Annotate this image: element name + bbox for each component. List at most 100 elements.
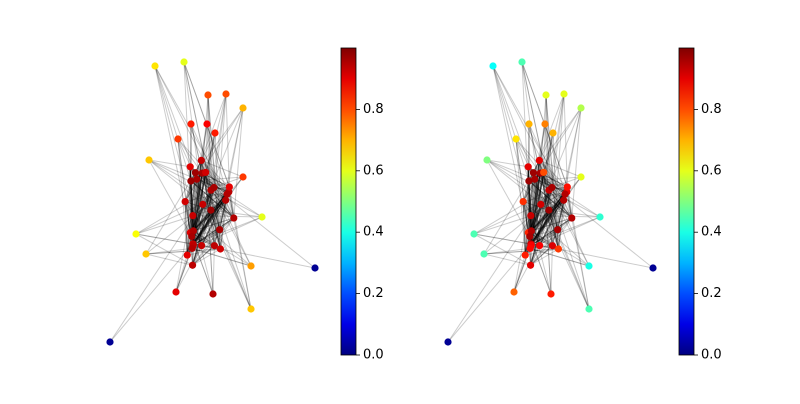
colorbar — [341, 48, 356, 355]
panel: 0.0 0.2 0.4 0.6 0.8 — [444, 48, 721, 363]
node — [230, 214, 237, 221]
node — [311, 264, 318, 271]
node — [187, 120, 194, 127]
node — [525, 177, 532, 184]
colorbar-tick-label: 0.2 — [363, 286, 384, 301]
node — [577, 104, 584, 111]
node — [172, 288, 179, 295]
node — [560, 90, 567, 97]
node — [210, 184, 217, 191]
node — [258, 213, 265, 220]
node — [198, 157, 205, 164]
node — [537, 201, 544, 208]
node — [226, 183, 233, 190]
node — [480, 250, 487, 257]
colorbar-tick-label: 0.4 — [363, 225, 384, 240]
node — [585, 262, 592, 269]
node — [203, 120, 210, 127]
edge — [226, 94, 229, 187]
node — [545, 207, 552, 214]
edge — [564, 94, 567, 187]
node — [525, 163, 532, 170]
colorbar-tick-label: 0.0 — [701, 348, 722, 363]
node — [202, 169, 209, 176]
colorbar-tick-label: 0.8 — [363, 102, 384, 117]
colorbar — [679, 48, 694, 355]
node — [510, 288, 517, 295]
edges — [448, 62, 653, 342]
node — [132, 230, 139, 237]
node — [142, 250, 149, 257]
node — [541, 120, 548, 127]
node — [564, 183, 571, 190]
colorbar-tick-label: 0.0 — [363, 348, 384, 363]
node — [180, 58, 187, 65]
node — [540, 169, 547, 176]
node — [547, 290, 554, 297]
node — [549, 242, 556, 249]
node — [512, 135, 519, 142]
node — [182, 198, 189, 205]
node — [211, 242, 218, 249]
node — [444, 338, 451, 345]
node — [145, 156, 152, 163]
node — [577, 173, 584, 180]
node — [199, 201, 206, 208]
node — [522, 251, 529, 258]
node — [247, 262, 254, 269]
node — [649, 264, 656, 271]
node — [527, 212, 534, 219]
node — [188, 233, 195, 240]
edges — [110, 62, 315, 342]
node — [536, 242, 543, 249]
node — [189, 245, 196, 252]
node — [585, 305, 592, 312]
node — [247, 305, 254, 312]
edge — [448, 244, 531, 342]
panel: 0.0 0.2 0.4 0.6 0.8 — [106, 48, 383, 363]
node — [520, 198, 527, 205]
node — [518, 58, 525, 65]
node — [560, 197, 567, 204]
node — [489, 62, 496, 69]
node — [568, 214, 575, 221]
node — [189, 262, 196, 269]
node — [223, 191, 230, 198]
node — [216, 226, 223, 233]
colorbar-tick-label: 0.6 — [363, 163, 384, 178]
node — [536, 157, 543, 164]
node — [525, 120, 532, 127]
colorbar-tick-label: 0.4 — [701, 225, 722, 240]
node — [239, 104, 246, 111]
node — [239, 173, 246, 180]
node — [527, 262, 534, 269]
node — [530, 169, 537, 176]
node — [211, 129, 218, 136]
node — [483, 156, 490, 163]
node — [204, 91, 211, 98]
node — [151, 62, 158, 69]
colorbar-tick-label: 0.2 — [701, 286, 722, 301]
node — [222, 197, 229, 204]
node — [526, 233, 533, 240]
node — [222, 90, 229, 97]
node — [198, 242, 205, 249]
node — [189, 212, 196, 219]
node — [549, 129, 556, 136]
node — [561, 191, 568, 198]
node — [596, 213, 603, 220]
node — [207, 207, 214, 214]
node — [187, 177, 194, 184]
node — [542, 91, 549, 98]
node — [527, 245, 534, 252]
node — [209, 290, 216, 297]
node — [174, 135, 181, 142]
node — [192, 169, 199, 176]
edge — [110, 244, 193, 342]
node — [470, 230, 477, 237]
node — [554, 226, 561, 233]
node — [184, 251, 191, 258]
colorbar-tick-label: 0.8 — [701, 102, 722, 117]
colorbar-tick-label: 0.6 — [701, 163, 722, 178]
